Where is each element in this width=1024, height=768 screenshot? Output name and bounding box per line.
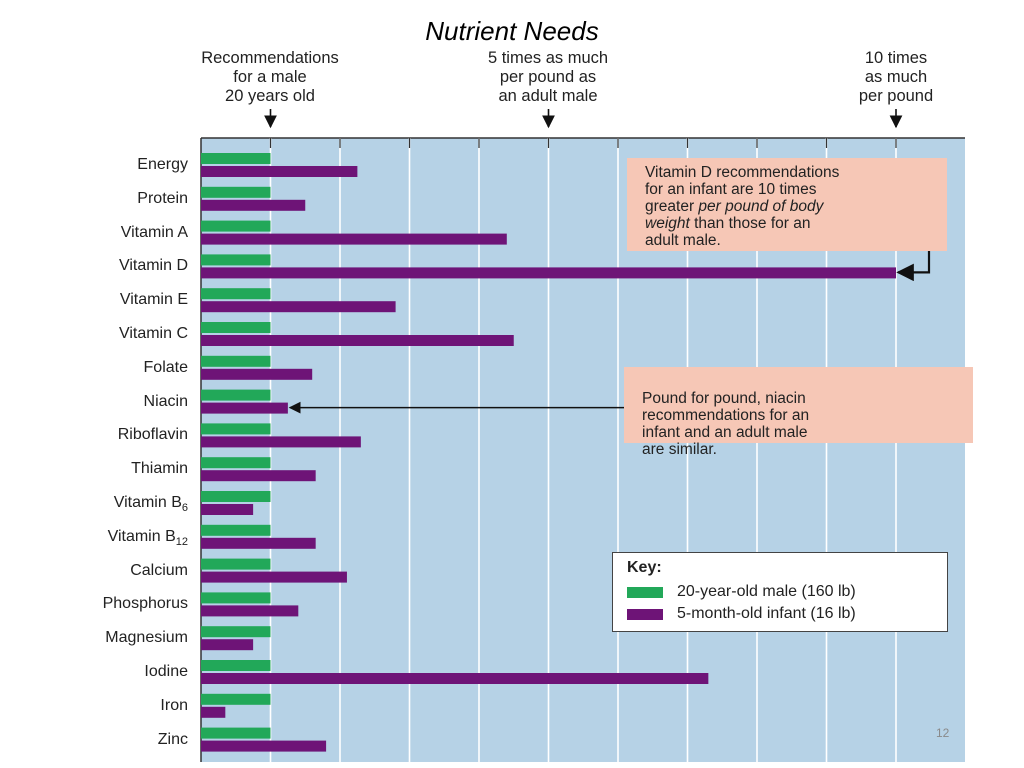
chart-legend: Key: 20-year-old male (160 lb) 5-month-o… [612, 552, 948, 632]
niacin-callout-text: Pound for pound, niacin recommendations … [642, 390, 810, 458]
legend-swatch-male [627, 586, 663, 598]
bar-infant [201, 706, 226, 718]
legend-label-male: 20-year-old male (160 lb) [677, 583, 856, 600]
bar-male [201, 660, 271, 671]
bar-male [201, 693, 271, 705]
page-number: 12 [936, 726, 950, 740]
top-label-adult: Recommendations for a male 20 years old [201, 49, 339, 105]
bar-infant [201, 436, 361, 448]
vitamin-d-callout-line4a: weight [645, 215, 690, 232]
bar-infant [201, 166, 358, 177]
vitamin-d-callout-line4b: than those for an [689, 215, 811, 232]
category-label: Iron [160, 696, 188, 714]
bar-infant [201, 402, 288, 414]
category-label: Zinc [157, 730, 188, 748]
category-label: Vitamin B12 [107, 527, 188, 548]
category-label: Vitamin A [120, 223, 188, 241]
bar-infant [201, 233, 507, 245]
category-label: Vitamin D [118, 257, 188, 275]
slide-title: Nutrient Needs [425, 16, 599, 46]
vitamin-d-arrow [896, 250, 931, 282]
bar-male [201, 254, 271, 266]
bar-infant [201, 504, 254, 515]
category-label: Vitamin E [119, 291, 188, 309]
vitamin-d-callout-line1: Vitamin D recommendations [645, 164, 840, 181]
bar-infant [201, 199, 306, 211]
legend-entry-infant: 5-month-old infant (16 lb) [627, 603, 933, 625]
bar-male [201, 727, 271, 739]
category-label: Protein [137, 189, 188, 207]
category-label: Magnesium [105, 629, 188, 647]
bar-infant [201, 335, 514, 346]
category-label: Folate [143, 358, 188, 376]
category-label: Riboflavin [117, 426, 188, 444]
bar-male [201, 524, 271, 536]
category-label: Vitamin C [118, 325, 188, 342]
category-label: Niacin [143, 392, 188, 410]
bar-infant [201, 470, 316, 482]
bar-infant [201, 673, 709, 684]
bar-infant [201, 740, 327, 752]
bar-male [201, 626, 271, 638]
bar-infant [201, 368, 313, 380]
category-label: Iodine [144, 663, 188, 680]
bar-infant [201, 301, 396, 313]
bar-infant [201, 605, 299, 617]
bar-male [201, 389, 271, 401]
bar-infant [201, 537, 316, 549]
category-label: Energy [137, 156, 188, 173]
top-label-ten-times: 10 times as much per pound [858, 49, 934, 105]
bar-male [201, 592, 271, 604]
vitamin-d-callout: Vitamin D recommendations for an infant … [627, 158, 947, 251]
bar-infant [201, 639, 254, 651]
niacin-callout: Pound for pound, niacin recommendations … [624, 367, 973, 458]
category-label: Phosphorus [102, 595, 188, 613]
legend-label-infant: 5-month-old infant (16 lb) [677, 605, 856, 622]
bar-male [201, 558, 271, 570]
vitamin-d-callout-line3b: per pound of body [698, 198, 824, 215]
category-label: Thiamin [131, 460, 188, 478]
legend-swatch-infant [627, 608, 663, 620]
category-label: Calcium [130, 561, 188, 579]
vitamin-d-callout-line2: for an infant are 10 times [645, 181, 817, 198]
bar-male [201, 220, 271, 232]
legend-entry-male: 20-year-old male (160 lb) [627, 581, 933, 603]
top-label-five-times: 5 times as much per pound as an adult ma… [487, 49, 609, 105]
bar-infant [201, 267, 896, 279]
bar-male [201, 288, 271, 300]
bar-male [201, 322, 271, 333]
bar-male [201, 491, 271, 502]
vitamin-d-callout-line3a: greater [645, 198, 699, 215]
bar-male [201, 457, 271, 469]
category-label: Vitamin B6 [113, 494, 188, 514]
legend-title: Key: [627, 559, 662, 576]
bar-male [201, 423, 271, 435]
bar-male [201, 355, 271, 367]
bar-infant [201, 571, 347, 583]
bar-male [201, 186, 271, 198]
vitamin-d-callout-line5: adult male. [645, 232, 721, 249]
bar-male [201, 153, 271, 164]
